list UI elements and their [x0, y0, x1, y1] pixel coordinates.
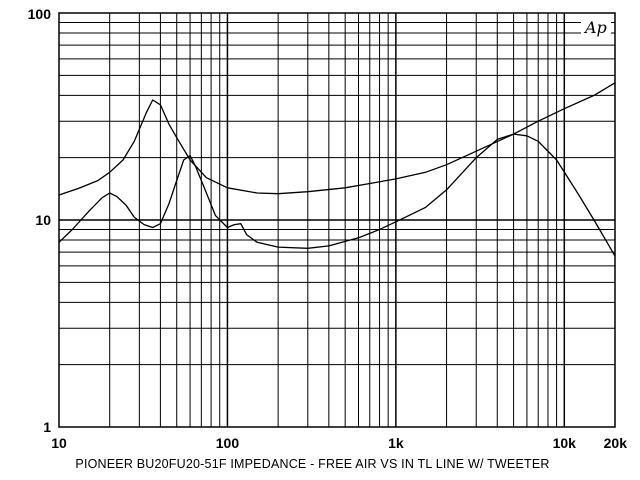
- chart-title: PIONEER BU20FU20-51F IMPEDANCE - FREE AI…: [75, 457, 550, 471]
- y-tick-labels: 1 10 100: [28, 6, 52, 435]
- x-tick-labels: 10 100 1k 10k 20k: [51, 435, 627, 451]
- series-line-2: [58, 133, 616, 257]
- y-tick-label: 1: [43, 419, 51, 435]
- ap-logo-background: [581, 15, 611, 37]
- x-tick-label: 1k: [388, 435, 404, 451]
- x-tick-label: 10: [51, 435, 67, 451]
- x-tick-label: 20k: [604, 435, 628, 451]
- grid-major: [59, 13, 615, 427]
- ap-logo: Ap: [581, 15, 611, 37]
- series-line-1: [58, 82, 616, 196]
- x-tick-label: 10k: [553, 435, 577, 451]
- y-tick-label: 10: [35, 212, 51, 228]
- ap-logo-text: Ap: [583, 18, 607, 37]
- series-layer: [58, 82, 616, 257]
- x-tick-label: 100: [216, 435, 240, 451]
- plot-frame: [58, 12, 616, 428]
- y-tick-label: 100: [28, 6, 52, 22]
